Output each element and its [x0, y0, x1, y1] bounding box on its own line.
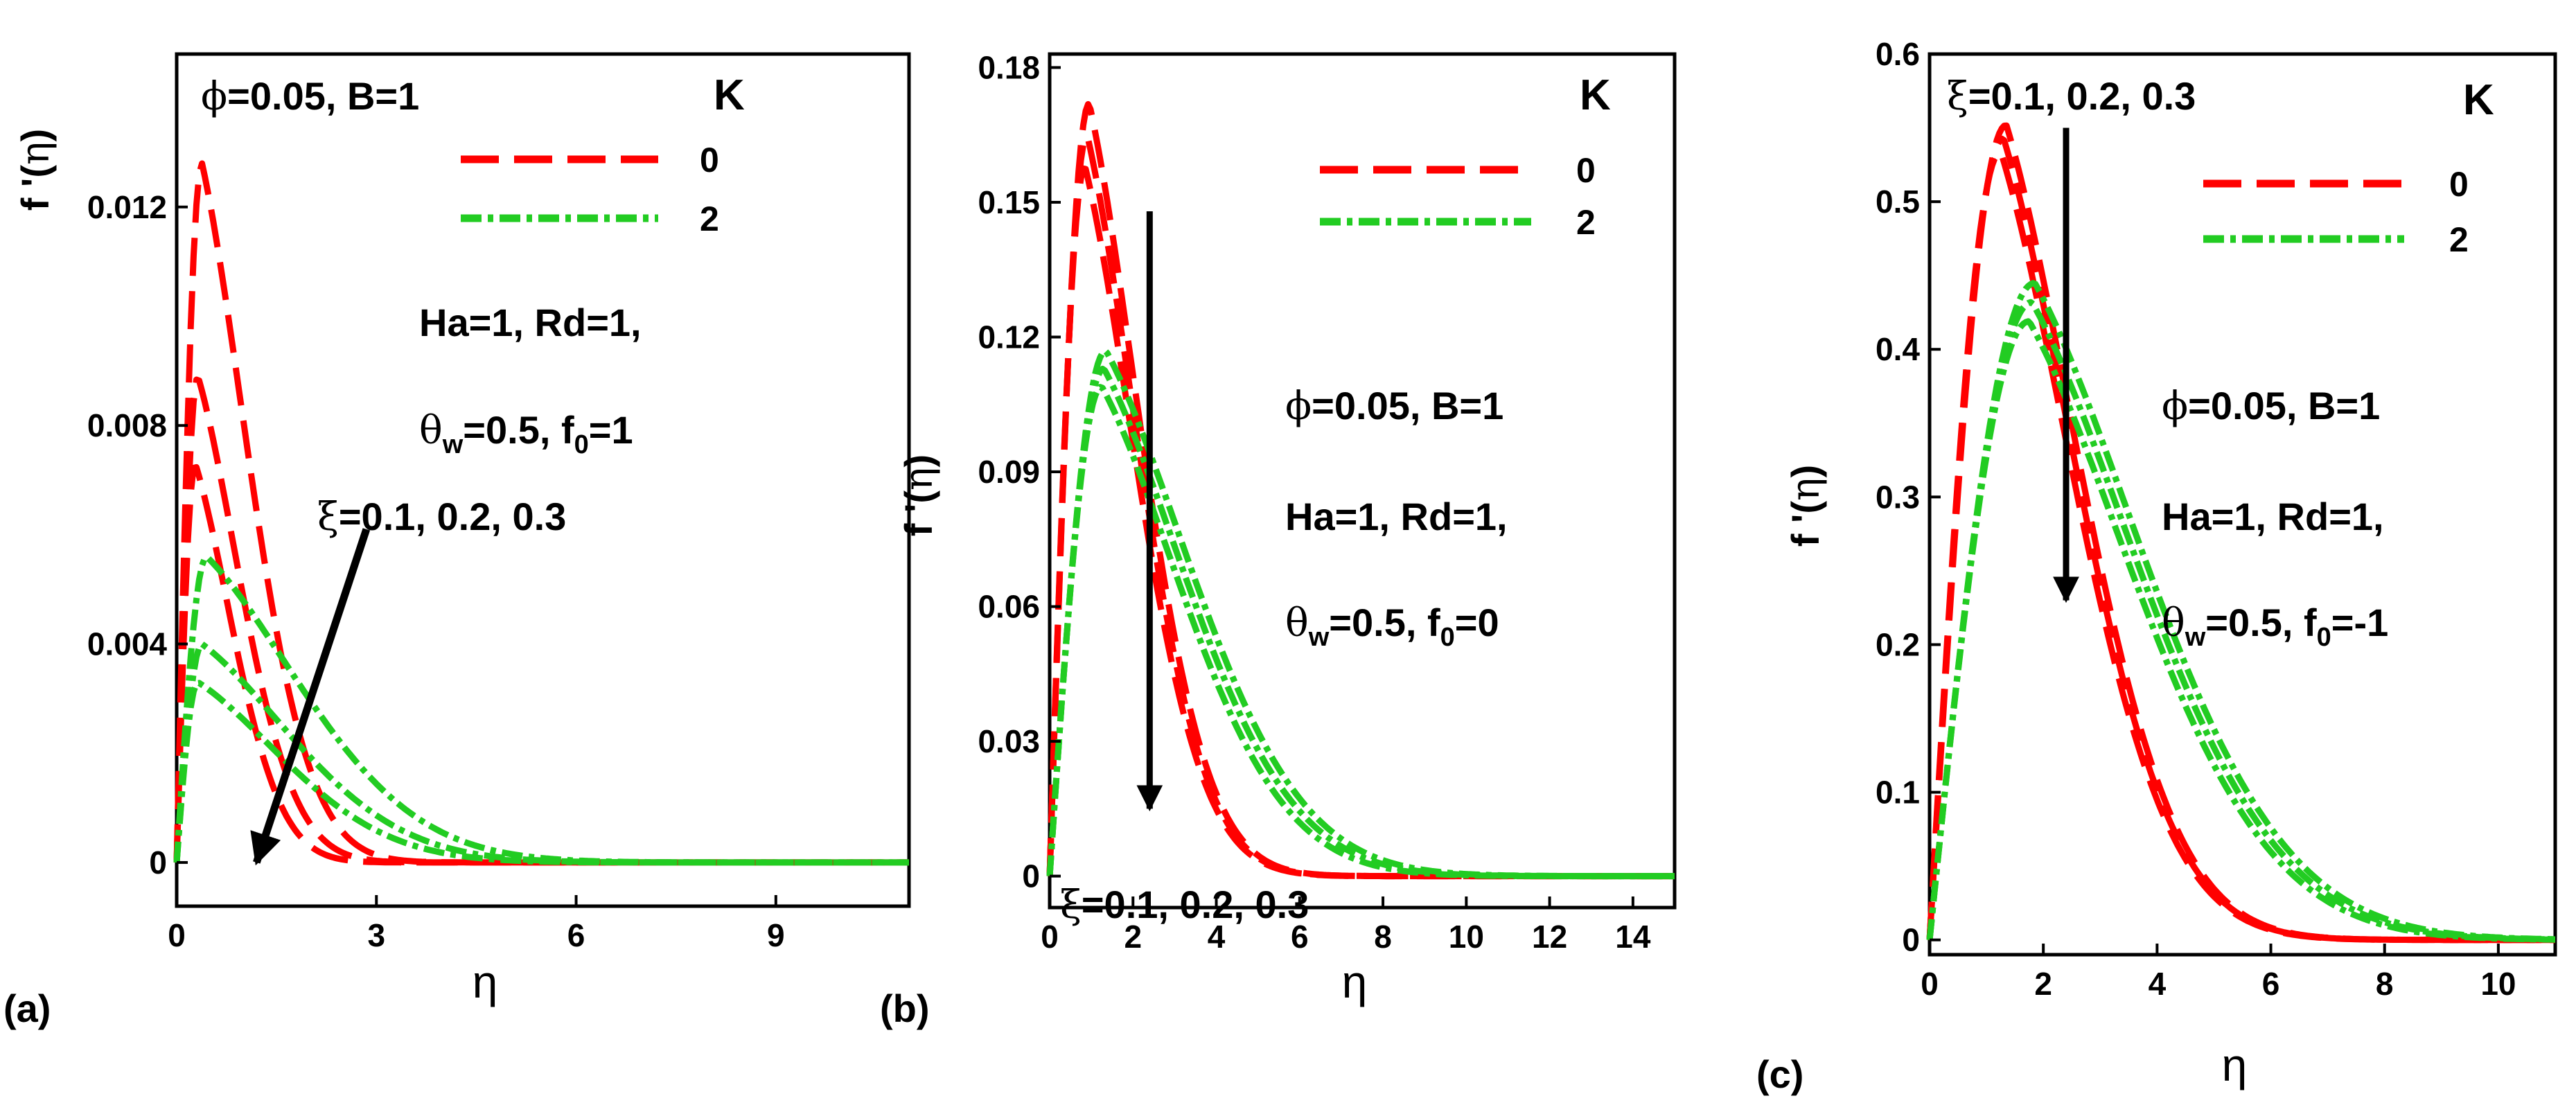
x-tick-label: 4 — [2149, 966, 2167, 1002]
y-tick-label: 0.012 — [87, 189, 167, 225]
x-tick-label: 14 — [1615, 919, 1651, 955]
series-line — [173, 376, 910, 866]
chart-panel-b: 0 2 4 6 8 10 12 14 0 0.03 0.06 0.09 0.12 0.15 0.18 f '… — [880, 49, 1677, 1030]
annotation-xi: ξ=0.1, 0.2, 0.3 — [1060, 883, 1309, 928]
legend-title: K — [714, 71, 745, 119]
y-tick-label: 0.03 — [978, 723, 1040, 759]
annotation-ha-rd: Ha=1, Rd=1, — [419, 301, 642, 344]
x-tick-label: 6 — [1291, 919, 1309, 955]
y-tick-label: 0.5 — [1876, 184, 1920, 220]
y-tick-label: 0 — [149, 845, 167, 881]
x-tick-label: 2 — [1124, 919, 1142, 955]
legend-title: K — [1580, 71, 1611, 119]
series-line — [1926, 148, 2556, 944]
x-axis-label: η — [1342, 956, 1368, 1007]
x-tick-label: 0 — [168, 917, 186, 953]
y-tick-label: 0.2 — [1876, 626, 1920, 662]
y-axis-label: f '(η) — [1783, 465, 1828, 547]
annotation-ha-rd: Ha=1, Rd=1, — [2162, 495, 2384, 538]
x-tick-label: 0 — [1921, 966, 1939, 1002]
y-tick-label: 0.15 — [978, 184, 1040, 220]
y-tick-label: 0.18 — [978, 49, 1040, 85]
panel-label: (b) — [880, 987, 930, 1030]
y-tick-label: 0.4 — [1876, 331, 1920, 367]
y-axis-label: f '(η) — [13, 129, 58, 211]
x-tick-label: 6 — [2262, 966, 2280, 1002]
legend-label-k2: 2 — [1576, 203, 1596, 242]
x-tick-label: 8 — [1374, 919, 1392, 955]
x-tick-label: 3 — [367, 917, 385, 953]
legend-label-k2: 2 — [2449, 220, 2469, 259]
x-tick-label: 12 — [1532, 919, 1567, 955]
plot-frame — [175, 52, 911, 908]
plot-frame — [1048, 52, 1677, 910]
annotation-phi-b: ϕ=0.05, B=1 — [201, 74, 419, 119]
series-line — [1046, 133, 1675, 880]
legend-title: K — [2463, 76, 2494, 124]
legend: K 0 2 — [461, 71, 745, 238]
legend: K 0 2 — [2203, 76, 2494, 259]
y-tick-label: 0.06 — [978, 589, 1040, 625]
annotation-phi-b: ϕ=0.05, B=1 — [1285, 384, 1503, 429]
y-tick-label: 0 — [1902, 922, 1920, 958]
chart-panel-a: 0 3 6 9 0 0.004 0.008 0.012 f '(η) η (a) ϕ=0.05… — [3, 52, 911, 1030]
series-line — [1046, 384, 1675, 880]
plot-frame — [1927, 52, 2557, 957]
legend: K 0 2 — [1320, 71, 1611, 242]
annotation-ha-rd: Ha=1, Rd=1, — [1285, 495, 1508, 538]
panel-label: (a) — [3, 987, 51, 1030]
y-axis-label: f '(η) — [897, 454, 942, 536]
trend-arrow — [250, 528, 371, 866]
x-tick-label: 10 — [2480, 966, 2516, 1002]
y-tick-label: 0.6 — [1876, 36, 1920, 72]
legend-label-k0: 0 — [2449, 165, 2469, 204]
series-line — [173, 641, 910, 866]
legend-label-k2: 2 — [700, 200, 719, 238]
y-tick-label: 0.3 — [1876, 479, 1920, 515]
legend-label-k0: 0 — [700, 141, 719, 179]
x-tick-label: 0 — [1041, 919, 1059, 955]
annotation-xi: ξ=0.1, 0.2, 0.3 — [1947, 74, 2196, 119]
y-tick-label: 0.008 — [87, 407, 167, 443]
series-line — [1046, 347, 1675, 880]
series-line — [1926, 299, 2556, 943]
x-tick-label: 9 — [767, 917, 785, 953]
annotation-theta-f0: θw=0.5, f0=0 — [1285, 601, 1499, 652]
series-line — [173, 680, 910, 866]
legend-label-k0: 0 — [1576, 151, 1596, 190]
x-tick-label: 4 — [1208, 919, 1226, 955]
annotation-phi-b: ϕ=0.05, B=1 — [2162, 384, 2380, 429]
x-tick-label: 2 — [2034, 966, 2052, 1002]
x-axis-label: η — [473, 956, 498, 1007]
y-tick-label: 0 — [1022, 858, 1040, 894]
x-axis-label: η — [2222, 1039, 2248, 1090]
x-tick-label: 8 — [2376, 966, 2394, 1002]
x-tick-label: 6 — [567, 917, 585, 953]
annotation-xi: ξ=0.1, 0.2, 0.3 — [317, 495, 566, 540]
y-tick-label: 0.1 — [1876, 775, 1920, 811]
y-tick-label: 0.09 — [978, 454, 1040, 490]
x-tick-label: 10 — [1449, 919, 1484, 955]
annotation-theta-f0: θw=0.5, f0=-1 — [2162, 601, 2388, 652]
panel-label: (c) — [1756, 1052, 1803, 1096]
y-tick-label: 0.004 — [87, 626, 168, 662]
series-line — [1926, 318, 2556, 943]
y-tick-label: 0.12 — [978, 319, 1040, 355]
annotation-theta-f0: θw=0.5, f0=1 — [419, 408, 633, 459]
